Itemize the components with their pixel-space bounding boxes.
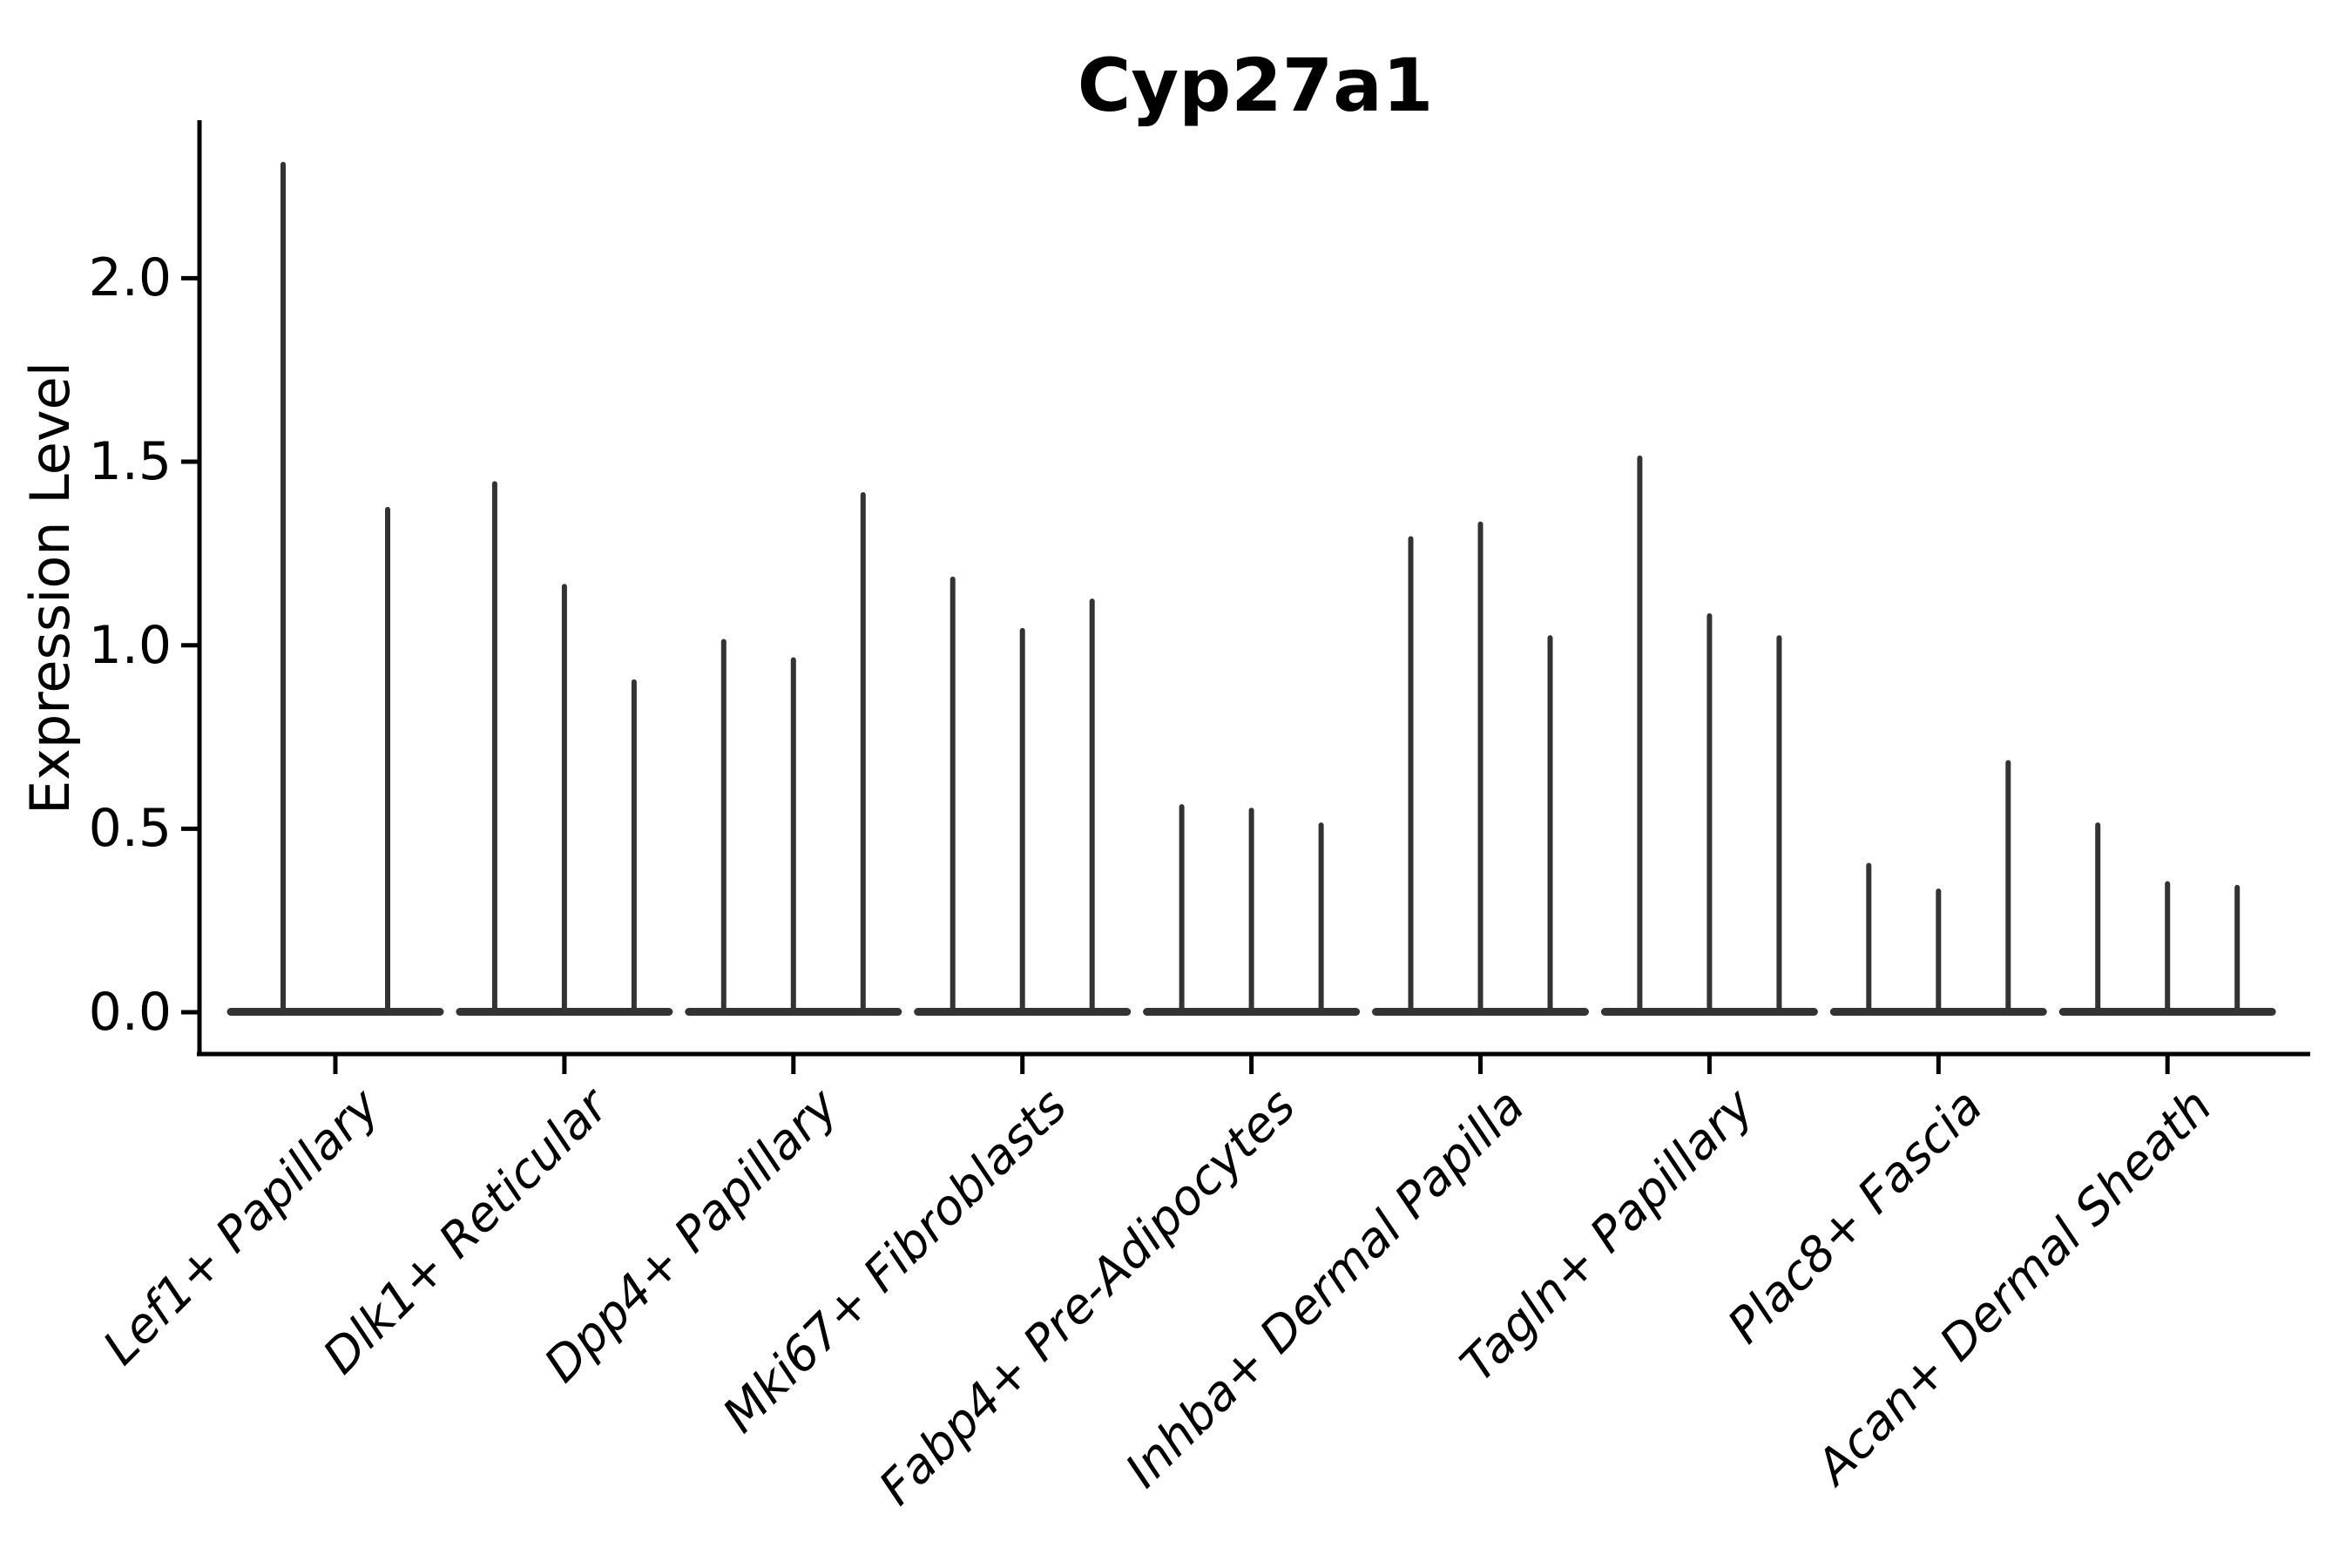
y-tick-label: 0.0 [88,982,172,1043]
y-tick-label: 0.5 [88,798,172,860]
y-tick-label: 1.0 [88,614,172,676]
plot-title: Cyp27a1 [1077,43,1434,128]
y-tick-label: 1.5 [88,431,172,493]
y-tick-label: 2.0 [88,247,172,309]
